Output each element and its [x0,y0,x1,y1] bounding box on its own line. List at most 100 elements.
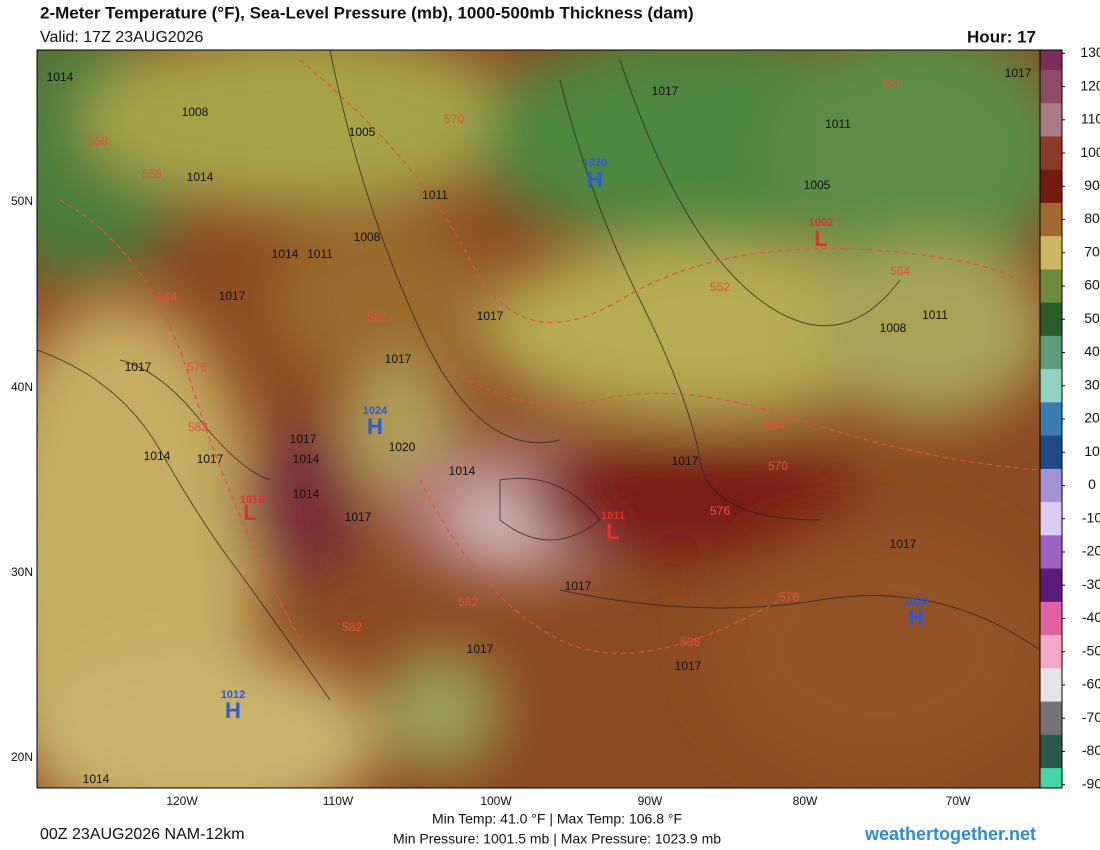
model-run: 00Z 23AUG2026 NAM-12km [40,826,245,843]
isobar-label: 1017 [125,360,152,374]
isobar-label: 1017 [565,579,592,593]
thickness-label: 582 [342,620,362,634]
thickness-label: 564 [157,290,177,304]
isobar-label: 1005 [804,178,831,192]
isobar-label: 1014 [47,70,74,84]
isobar-label: 1011 [922,308,948,322]
colorbar-tick-label: -30 [1082,576,1100,592]
thickness-label: 570 [444,112,464,126]
high-value: 1024 [363,405,388,417]
colorbar-frame [1039,49,1063,789]
low-marker: L [606,519,619,544]
colorbar-tick-label: 20 [1084,410,1100,426]
colorbar-swatch [1040,269,1062,304]
colorbar-swatch [1040,635,1062,669]
thickness-label: 564 [765,418,785,432]
high-marker: H [587,167,603,192]
thickness-label: 552 [710,280,730,294]
colorbar-tick-label: 60 [1084,277,1100,293]
high-marker: H [367,414,383,439]
colorbar-swatch [1040,202,1062,237]
colorbar-tick-label: 90 [1084,177,1100,193]
colorbar-swatch [1040,701,1062,736]
lat-label: 30N [11,565,33,579]
isobar-label: 1014 [293,487,320,501]
isobar-label: 1008 [354,230,381,244]
thickness-label: 564 [890,264,910,278]
pressure-stats: Min Pressure: 1001.5 mb | Max Pressure: … [393,831,721,847]
colorbar-swatch [1040,50,1062,71]
colorbar-swatch [1040,302,1062,337]
isobar-label: 1011 [307,247,333,261]
site-link[interactable]: weathertogether.net [864,824,1036,844]
isobar-label: 1017 [890,537,917,551]
colorbar-tick-label: -50 [1082,642,1100,658]
thickness-label: 576 [187,360,207,374]
colorbar-tick-label: 10 [1084,443,1100,459]
isobar-label: 1020 [389,440,416,454]
temperature-field [37,50,1040,788]
isobar-label: 1005 [349,125,376,139]
isobar-label: 1014 [449,464,476,478]
colorbar-swatch [1040,136,1062,171]
colorbar-tick-label: -60 [1082,676,1100,692]
colorbar-swatch [1040,568,1062,603]
colorbar-tick-label: 80 [1084,210,1100,226]
colorbar-tick-label: 30 [1084,376,1100,392]
high-value: 1012 [221,689,245,701]
colorbar-swatch [1040,335,1062,370]
isobar-label: 1008 [880,321,907,335]
colorbar-swatch [1040,169,1062,204]
colorbar-swatch [1040,435,1062,470]
thickness-label: 558 [142,167,162,181]
thickness-label: 588 [680,635,700,649]
colorbar-swatch [1040,768,1062,789]
lon-label: 70W [946,794,971,808]
colorbar-tick-label: -10 [1082,509,1100,525]
isobar-label: 1014 [293,452,320,466]
isobar-label: 1017 [345,510,372,524]
thickness-label: 558 [88,134,108,148]
colorbar-swatch [1040,601,1062,636]
isobar-label: 1017 [467,642,494,656]
high-marker: H [908,605,924,630]
colorbar-swatch [1040,668,1062,703]
colorbar-tick-label: 50 [1084,310,1100,326]
thickness-label: 558 [883,77,903,91]
lat-label: 20N [11,750,33,764]
isobar-label: 1017 [477,309,504,323]
colorbar-swatch [1040,103,1062,137]
colorbar-swatch [1040,734,1062,769]
isobar-label: 1014 [83,772,110,786]
lon-label: 80W [793,794,818,808]
colorbar-tick-label: 0 [1088,476,1096,492]
thickness-label: 582 [188,420,208,434]
colorbar-tick-label: 110 [1081,111,1100,127]
colorbar-swatch [1040,369,1062,403]
lat-label: 40N [11,380,33,394]
title: 2-Meter Temperature (°F), Sea-Level Pres… [40,3,694,22]
lon-label: 100W [480,794,512,808]
high-value: 1020 [583,157,607,169]
thickness-label: 576 [710,504,730,518]
low-value: 1011 [601,510,625,522]
thickness-label: 576 [779,590,799,604]
thickness-label: 570 [768,459,788,473]
isobar-label: 1017 [1005,66,1032,80]
high-value: 1020 [904,596,928,608]
colorbar-tick-label: 130 [1080,44,1100,60]
isobar-label: 1011 [422,188,448,202]
thickness-label: 582 [367,310,387,324]
colorbar-swatch [1040,468,1062,503]
isobar-label: 1014 [272,247,299,261]
isobar-label: 1017 [197,452,224,466]
colorbar-tick-label: -70 [1082,709,1100,725]
isobar-label: 1017 [652,84,679,98]
low-value: 1016 [240,494,264,506]
isobar-label: 1017 [219,289,246,303]
colorbar-swatch [1040,236,1062,270]
isobar-label: 1011 [825,117,851,131]
lon-label: 90W [638,794,663,808]
